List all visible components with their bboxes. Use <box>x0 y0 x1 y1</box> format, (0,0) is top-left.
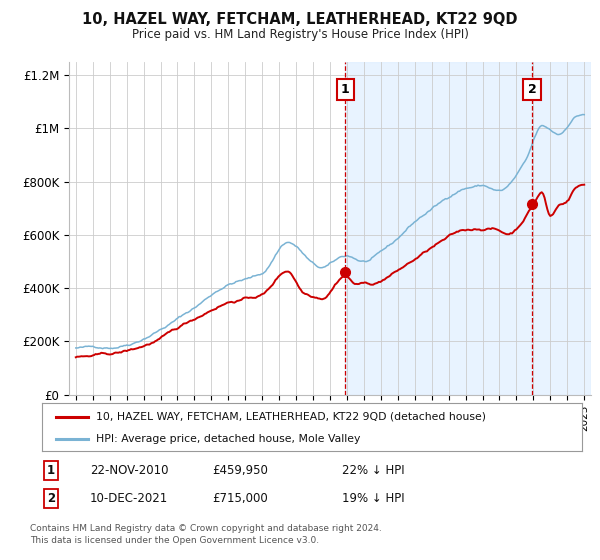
Text: 2: 2 <box>47 492 55 505</box>
Text: This data is licensed under the Open Government Licence v3.0.: This data is licensed under the Open Gov… <box>30 536 319 545</box>
Text: 22-NOV-2010: 22-NOV-2010 <box>90 464 168 477</box>
Text: £459,950: £459,950 <box>212 464 268 477</box>
Text: 10, HAZEL WAY, FETCHAM, LEATHERHEAD, KT22 9QD (detached house): 10, HAZEL WAY, FETCHAM, LEATHERHEAD, KT2… <box>96 412 486 422</box>
Text: 2: 2 <box>527 83 536 96</box>
Text: 1: 1 <box>341 83 350 96</box>
Text: £715,000: £715,000 <box>212 492 268 505</box>
Text: 22% ↓ HPI: 22% ↓ HPI <box>342 464 404 477</box>
Text: 10-DEC-2021: 10-DEC-2021 <box>90 492 168 505</box>
Text: 1: 1 <box>47 464 55 477</box>
Text: Contains HM Land Registry data © Crown copyright and database right 2024.: Contains HM Land Registry data © Crown c… <box>30 524 382 533</box>
Text: Price paid vs. HM Land Registry's House Price Index (HPI): Price paid vs. HM Land Registry's House … <box>131 28 469 41</box>
Text: 10, HAZEL WAY, FETCHAM, LEATHERHEAD, KT22 9QD: 10, HAZEL WAY, FETCHAM, LEATHERHEAD, KT2… <box>82 12 518 27</box>
Bar <box>345 62 591 395</box>
Text: HPI: Average price, detached house, Mole Valley: HPI: Average price, detached house, Mole… <box>96 434 361 444</box>
Text: 19% ↓ HPI: 19% ↓ HPI <box>342 492 404 505</box>
